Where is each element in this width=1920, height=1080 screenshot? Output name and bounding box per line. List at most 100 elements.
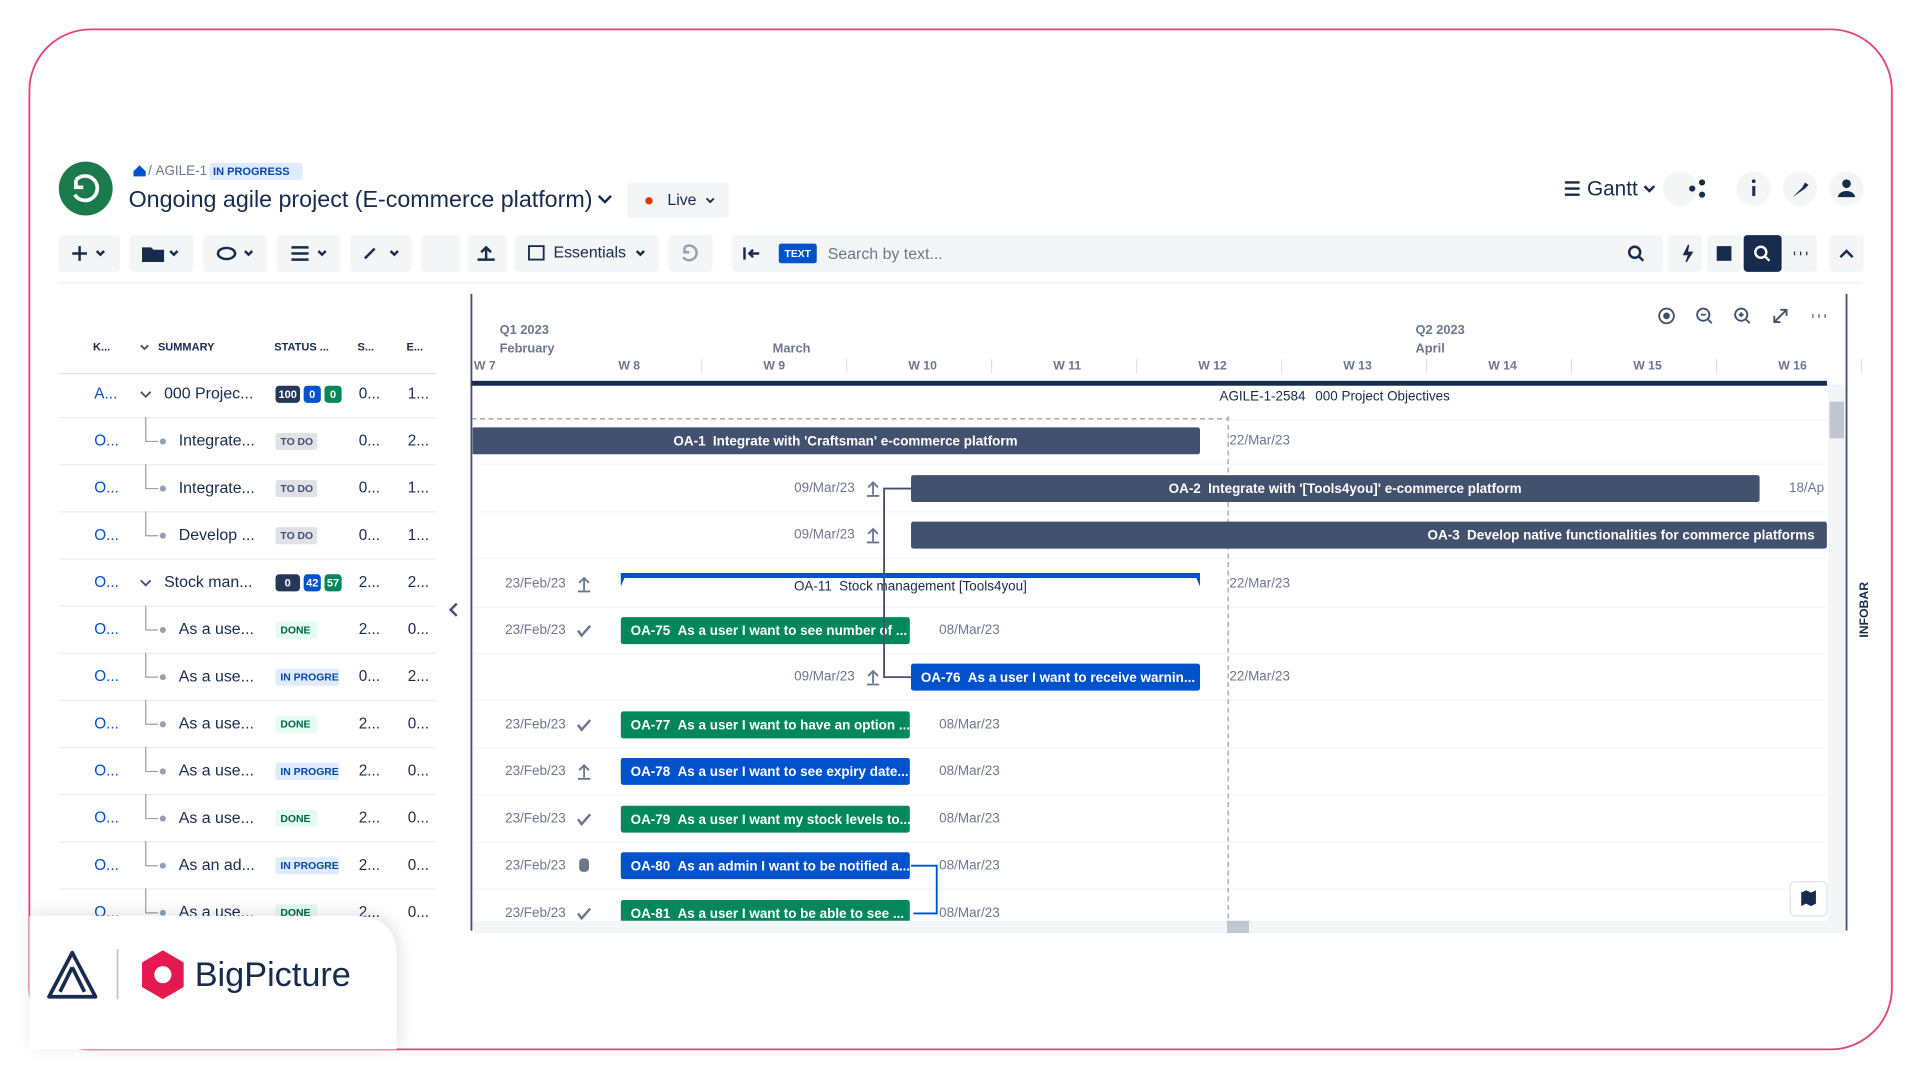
progress-badge bbox=[324, 574, 342, 592]
task-bar[interactable] bbox=[620, 617, 910, 645]
issue-key[interactable]: O... bbox=[94, 810, 119, 827]
export-icon bbox=[477, 245, 495, 261]
task-bar[interactable] bbox=[911, 475, 1760, 503]
link-button[interactable] bbox=[350, 235, 412, 272]
tree-dot bbox=[159, 909, 166, 916]
bar-label[interactable]: OA-2 Integrate with '[Tools4you]' e-comme… bbox=[1169, 481, 1522, 496]
sort-chevron bbox=[140, 344, 149, 351]
issue-key[interactable]: O... bbox=[94, 432, 119, 449]
start-date: 23/Feb/23 bbox=[505, 811, 566, 826]
column-header[interactable]: S... bbox=[358, 342, 375, 354]
issue-key[interactable]: O... bbox=[94, 762, 119, 779]
issue-key[interactable]: A... bbox=[94, 385, 117, 402]
bar-label[interactable]: OA-77 As a user I want to have an option … bbox=[631, 717, 910, 732]
end-date: 18/Ap bbox=[1789, 480, 1824, 495]
summary[interactable]: Develop ... bbox=[179, 527, 255, 544]
week-label: W 10 bbox=[908, 358, 937, 372]
summary[interactable]: Integrate... bbox=[179, 480, 255, 497]
focus-icon[interactable] bbox=[1658, 307, 1675, 325]
column-header[interactable]: E... bbox=[407, 342, 424, 354]
issue-key[interactable]: O... bbox=[94, 857, 119, 874]
bar-label[interactable]: OA-76 As a user I want to receive warnin.… bbox=[921, 669, 1195, 684]
status-badge[interactable] bbox=[209, 162, 303, 180]
column-header[interactable]: K... bbox=[93, 342, 110, 354]
h-scroll-thumb[interactable] bbox=[1226, 920, 1249, 934]
user-button[interactable] bbox=[1829, 171, 1864, 206]
summary[interactable]: As a use... bbox=[179, 621, 254, 638]
status-text[interactable]: IN PROGRESS bbox=[213, 166, 290, 178]
home-icon[interactable] bbox=[133, 165, 146, 177]
summary[interactable]: As a use... bbox=[179, 668, 254, 685]
task-bar[interactable] bbox=[620, 757, 910, 785]
issue-key[interactable]: O... bbox=[94, 480, 119, 497]
live-label[interactable]: Live bbox=[667, 192, 696, 209]
expand-chevron[interactable] bbox=[140, 579, 152, 587]
bar-label[interactable]: OA-1 Integrate with 'Craftsman' e-commerc… bbox=[673, 433, 1017, 448]
status-label: DONE bbox=[280, 720, 310, 731]
add-button[interactable] bbox=[58, 235, 120, 272]
end-date: 0... bbox=[408, 621, 429, 638]
column-header[interactable]: STATUS ... bbox=[274, 342, 329, 354]
task-bar[interactable] bbox=[911, 521, 1827, 549]
title-chevron[interactable] bbox=[597, 195, 612, 204]
expand-chevron[interactable] bbox=[140, 391, 152, 399]
summary[interactable]: Stock man... bbox=[164, 574, 252, 591]
summary[interactable]: 000 Projec... bbox=[164, 385, 253, 402]
bar-label[interactable]: OA-81 As a user I want to be able to see … bbox=[631, 906, 905, 921]
issue-title: As a user I want to have an option ... bbox=[678, 717, 910, 732]
issue-key: OA-11 bbox=[794, 578, 832, 593]
view-label[interactable]: Gantt bbox=[1587, 177, 1638, 200]
undo-button[interactable] bbox=[668, 235, 713, 272]
week-label: W 11 bbox=[1053, 358, 1081, 372]
collapse-button[interactable] bbox=[1829, 235, 1864, 272]
summary[interactable]: Integrate... bbox=[179, 433, 255, 450]
bar-label[interactable]: OA-78 As a user I want to see expiry date… bbox=[631, 764, 909, 779]
bar-label[interactable]: OA-80 As an admin I want to be notified a… bbox=[631, 858, 910, 873]
team-button[interactable] bbox=[421, 235, 461, 272]
zoom-out-icon[interactable] bbox=[1696, 307, 1711, 322]
task-bar[interactable] bbox=[620, 852, 910, 880]
task-bar[interactable] bbox=[471, 427, 1200, 455]
tree-dot bbox=[159, 532, 166, 539]
tree-line bbox=[145, 746, 158, 773]
task-bar[interactable] bbox=[620, 805, 910, 833]
issue-key[interactable]: O... bbox=[94, 715, 119, 732]
issue-key[interactable]: O... bbox=[94, 527, 119, 544]
task-bar[interactable] bbox=[620, 900, 910, 927]
summary[interactable]: As a use... bbox=[179, 763, 254, 780]
zoom-in-icon[interactable] bbox=[1734, 307, 1749, 322]
issue-key[interactable]: O... bbox=[94, 668, 119, 685]
summary[interactable]: As a use... bbox=[179, 810, 254, 827]
search-box[interactable] bbox=[732, 235, 1663, 272]
essentials-button[interactable] bbox=[514, 235, 659, 272]
collapse-panel[interactable] bbox=[448, 602, 458, 617]
start-date: 2... bbox=[359, 810, 380, 827]
end-date: 0... bbox=[408, 715, 429, 732]
task-bar[interactable] bbox=[620, 711, 910, 739]
issue-key[interactable]: O... bbox=[94, 621, 119, 638]
bar-label[interactable]: OA-75 As a user I want to see number of .… bbox=[631, 623, 907, 638]
search-tag[interactable] bbox=[778, 243, 817, 264]
task-bar[interactable] bbox=[911, 663, 1200, 691]
search-toggle[interactable] bbox=[1743, 235, 1782, 272]
bar-label[interactable]: OA-79 As a user I want my stock levels to… bbox=[631, 811, 911, 826]
h-scrollbar[interactable] bbox=[472, 920, 1845, 934]
summary[interactable]: As an ad... bbox=[179, 857, 255, 874]
essentials-label[interactable]: Essentials bbox=[553, 245, 626, 262]
infobar-tab[interactable]: INFOBAR bbox=[1857, 582, 1871, 638]
user-icon bbox=[1837, 191, 1856, 198]
live-button[interactable] bbox=[626, 182, 729, 218]
v-scroll-thumb[interactable] bbox=[1829, 401, 1845, 439]
search-icon bbox=[1637, 255, 1645, 262]
v-scrollbar[interactable] bbox=[1828, 384, 1846, 921]
issue-key[interactable]: O... bbox=[94, 574, 119, 591]
settings-button[interactable] bbox=[1782, 171, 1818, 206]
bar-label[interactable]: OA-3 Develop native functionalities for c… bbox=[1428, 527, 1815, 542]
search-placeholder[interactable]: Search by text... bbox=[828, 246, 943, 263]
summary[interactable]: As a use... bbox=[179, 715, 254, 732]
share-button[interactable] bbox=[1662, 171, 1698, 206]
column-header[interactable]: SUMMARY bbox=[158, 342, 215, 354]
breadcrumb-key[interactable]: AGILE-1 bbox=[156, 163, 208, 178]
fullscreen-icon[interactable] bbox=[1773, 308, 1788, 323]
